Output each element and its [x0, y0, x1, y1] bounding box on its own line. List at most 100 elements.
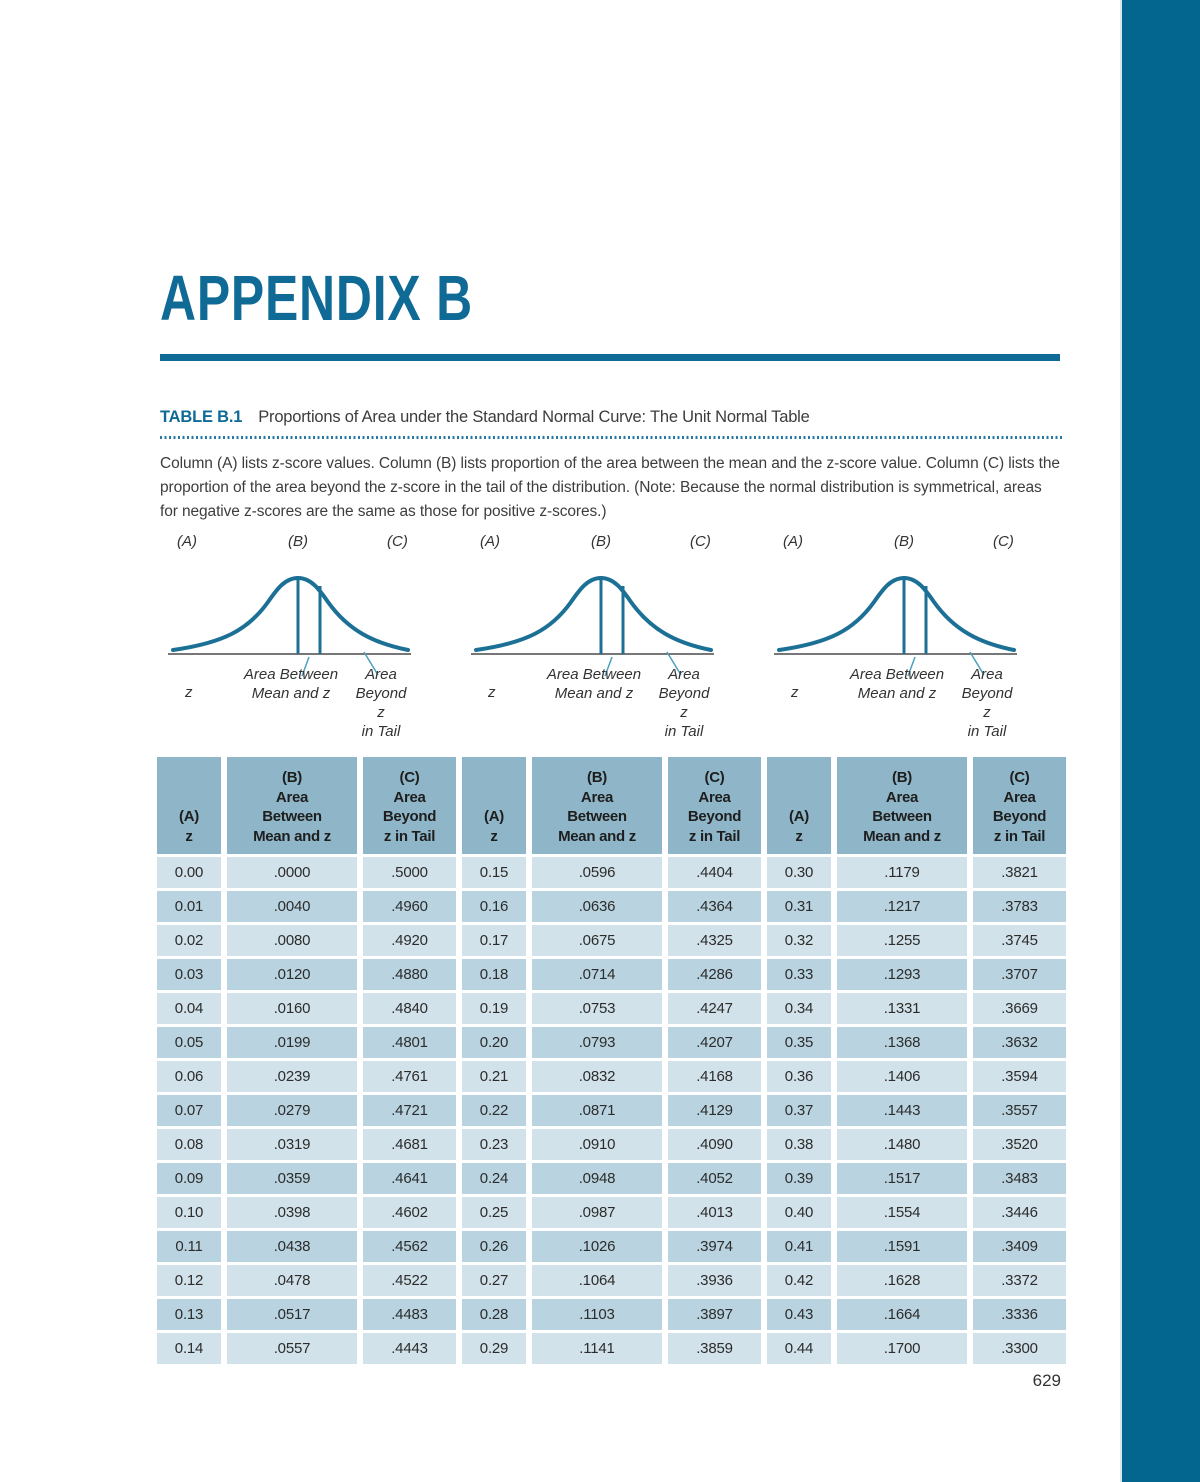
diagram-col-a-label: (A): [177, 533, 197, 551]
normal-curve-icon: [774, 576, 1017, 677]
table-cell: .4286: [668, 959, 761, 991]
table-cell: .3707: [973, 959, 1066, 991]
diagram-beyond-label: Area Beyond z in Tail: [355, 666, 407, 741]
table-cell: 0.21: [462, 1061, 526, 1093]
table-cell: 0.11: [157, 1231, 221, 1263]
table-cell: .3669: [973, 993, 1066, 1025]
table-cell: .0910: [532, 1129, 662, 1161]
table-cell: .4522: [363, 1265, 456, 1297]
table-cell: 0.41: [767, 1231, 831, 1263]
table-cell: .0478: [227, 1265, 357, 1297]
table-header-cell: (C) Area Beyond z in Tail: [973, 757, 1066, 855]
normal-curve-diagram: (A) (B) (C) z Area Between Mean and z Ar…: [466, 533, 716, 740]
table-cell: .1293: [837, 959, 967, 991]
table-cell: .0596: [532, 857, 662, 889]
table-cell: .4602: [363, 1197, 456, 1229]
table-cell: .3483: [973, 1163, 1066, 1195]
diagram-between-label: Area Between Mean and z: [546, 666, 642, 703]
table-cell: .0239: [227, 1061, 357, 1093]
table-cell: 0.03: [157, 959, 221, 991]
unit-normal-table: (A) z (B) Area Between Mean and z (C) Ar…: [157, 757, 1066, 1365]
table-cell: 0.20: [462, 1027, 526, 1059]
table-cell: 0.22: [462, 1095, 526, 1127]
table-cell: 0.31: [767, 891, 831, 923]
table-cell: .0120: [227, 959, 357, 991]
table-cell: .1026: [532, 1231, 662, 1263]
diagram-between-label: Area Between Mean and z: [243, 666, 339, 703]
table-cell: 0.17: [462, 925, 526, 957]
table-cell: .0199: [227, 1027, 357, 1059]
table-cell: .1217: [837, 891, 967, 923]
table-caption-title: Proportions of Area under the Standard N…: [258, 408, 810, 426]
table-cell: .4920: [363, 925, 456, 957]
table-cell: .1179: [837, 857, 967, 889]
table-cell: .4641: [363, 1163, 456, 1195]
table-cell: .3520: [973, 1129, 1066, 1161]
table-cell: .4207: [668, 1027, 761, 1059]
table-cell: .4013: [668, 1197, 761, 1229]
table-cell: .1443: [837, 1095, 967, 1127]
diagram-beyond-label: Area Beyond z in Tail: [961, 666, 1013, 741]
normal-curve-icon: [471, 576, 714, 677]
table-cell: 0.12: [157, 1265, 221, 1297]
normal-curve-diagram: (A) (B) (C) z Area Between Mean and z Ar…: [769, 533, 1019, 740]
table-cell: 0.36: [767, 1061, 831, 1093]
table-cell: 0.35: [767, 1027, 831, 1059]
table-cell: .3409: [973, 1231, 1066, 1263]
table-cell: 0.14: [157, 1333, 221, 1365]
table-cell: .0080: [227, 925, 357, 957]
table-cell: .4483: [363, 1299, 456, 1331]
table-cell: 0.19: [462, 993, 526, 1025]
title-rule: [160, 354, 1060, 361]
table-cell: .3783: [973, 891, 1066, 923]
table-header-cell: (A) z: [767, 757, 831, 855]
diagram-beyond-label: Area Beyond z in Tail: [658, 666, 710, 741]
normal-curve-icon: [168, 576, 411, 677]
table-cell: 0.13: [157, 1299, 221, 1331]
table-cell: .0753: [532, 993, 662, 1025]
table-cell: .4052: [668, 1163, 761, 1195]
table-cell: .0714: [532, 959, 662, 991]
table-cell: .4129: [668, 1095, 761, 1127]
table-header-cell: (B) Area Between Mean and z: [532, 757, 662, 855]
table-cell: 0.25: [462, 1197, 526, 1229]
table-cell: .3557: [973, 1095, 1066, 1127]
table-cell: .4168: [668, 1061, 761, 1093]
table-header-cell: (C) Area Beyond z in Tail: [668, 757, 761, 855]
appendix-title: APPENDIX B: [160, 262, 473, 334]
table-cell: 0.09: [157, 1163, 221, 1195]
diagram-col-b-label: (B): [591, 533, 611, 551]
table-cell: .0359: [227, 1163, 357, 1195]
table-cell: .0871: [532, 1095, 662, 1127]
table-cell: 0.29: [462, 1333, 526, 1365]
table-cell: 0.28: [462, 1299, 526, 1331]
table-cell: .4681: [363, 1129, 456, 1161]
table-cell: .4404: [668, 857, 761, 889]
table-cell: .0040: [227, 891, 357, 923]
table-cell: .0557: [227, 1333, 357, 1365]
table-cell: .1700: [837, 1333, 967, 1365]
dotted-rule: [160, 436, 1062, 439]
diagram-col-b-label: (B): [288, 533, 308, 551]
table-cell: .3745: [973, 925, 1066, 957]
table-cell: 0.33: [767, 959, 831, 991]
normal-curve-diagrams: (A) (B) (C) z Area Between Mean and z Ar…: [163, 533, 1066, 740]
table-cell: .4840: [363, 993, 456, 1025]
table-header-cell: (B) Area Between Mean and z: [837, 757, 967, 855]
table-cell: .3936: [668, 1265, 761, 1297]
table-cell: 0.08: [157, 1129, 221, 1161]
table-cell: .0793: [532, 1027, 662, 1059]
page-content: APPENDIX B TABLE B.1 Proportions of Area …: [157, 262, 1066, 1391]
table-cell: .1141: [532, 1333, 662, 1365]
table-cell: .4880: [363, 959, 456, 991]
table-cell: .3632: [973, 1027, 1066, 1059]
diagram-col-c-label: (C): [690, 533, 711, 551]
table-cell: 0.06: [157, 1061, 221, 1093]
table-cell: .4364: [668, 891, 761, 923]
table-cell: 0.18: [462, 959, 526, 991]
table-cell: .1368: [837, 1027, 967, 1059]
table-cell: .1255: [837, 925, 967, 957]
table-cell: 0.44: [767, 1333, 831, 1365]
diagram-between-label: Area Between Mean and z: [849, 666, 945, 703]
table-cell: .0948: [532, 1163, 662, 1195]
